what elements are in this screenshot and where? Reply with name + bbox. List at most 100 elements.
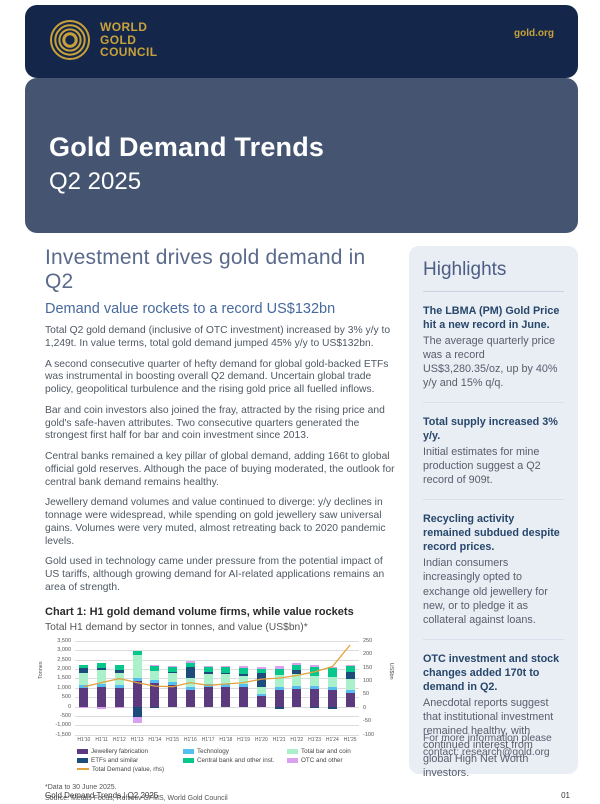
bar-segment [310,686,320,689]
bar-segment [79,665,89,668]
bar-segment [345,666,355,672]
content-area: Investment drives gold demand in Q2 Dema… [38,246,578,804]
bar-segment [97,669,107,684]
page-footer: Gold Demand Trends | Q2 2025 01 [45,791,570,800]
bar-segment [150,670,160,681]
legend-swatch [287,748,298,754]
report-title: Gold Demand Trends [49,132,325,162]
chart-source: Source: Metals Focus, Refinitiv GFMS, Wo… [45,794,228,802]
bar-segment [221,686,231,707]
bar-segment [292,685,302,689]
bar-segment [132,678,142,682]
bar-segment [239,667,249,675]
bar-segment [132,717,142,724]
bar-segment [79,673,89,685]
legend-item: Total Demand (value, rhs) [77,766,183,773]
right-tick-label: 100 [363,678,373,685]
x-tick-label: H1'20 [254,736,268,743]
bar-segment [274,675,284,687]
highlight-item: OTC investment and stock changes added 1… [423,652,564,780]
bar-segment [79,706,89,709]
brand-line: GOLD [100,32,137,47]
bar-segment [114,669,124,673]
bar-segment [256,687,266,694]
bar-segment [132,706,142,718]
divider [423,402,564,404]
bar-segment [185,689,195,707]
bar-segment [79,684,89,688]
bar-segment [327,667,337,669]
bar-segment [132,650,142,655]
bar-segment [114,665,124,670]
gridline [75,650,359,652]
right-tick-label: 50 [363,691,370,698]
divider [423,638,564,640]
legend-swatch [287,757,298,763]
divider [423,291,564,292]
bar-segment [327,706,337,709]
x-tick-label: H1'10 [77,736,91,743]
x-tick-label: H1'17 [201,736,215,743]
bar-segment [292,674,302,686]
bar-segment [203,683,213,687]
left-tick-label: 3,500 [57,637,71,644]
bar-segment [132,681,142,707]
bar-segment [97,683,107,687]
x-tick-label: H1'15 [166,736,180,743]
bar-segment [256,693,266,697]
bar-segment [97,667,107,670]
legend-swatch [183,757,194,763]
legend-label: OTC and other [301,756,343,764]
highlight-heading: Total supply increased 3% y/y. [423,416,558,443]
bar-segment [114,706,124,708]
legend-swatch [77,748,88,754]
gridline [75,715,359,717]
main-column: Investment drives gold demand in Q2 Dema… [38,246,395,804]
x-tick-label: H1'12 [112,736,126,743]
bar-segment [221,673,231,675]
right-tick-label: 250 [363,637,373,644]
left-tick-label: 1,500 [57,675,71,682]
paragraph: Total Q2 gold demand (inclusive of OTC i… [45,325,391,349]
bar-segment [274,665,284,669]
legend-label: Jewellery fabrication [91,747,149,755]
bar-segment [327,668,337,678]
bar-segment [168,665,178,667]
bar-segment [345,679,355,691]
left-tick-label: -500 [59,712,71,719]
legend-item: Jewellery fabrication [77,748,183,755]
bar-segment [327,677,337,687]
right-tick-label: 150 [363,664,373,671]
bar-segment [168,671,178,673]
x-tick-label: H1'19 [237,736,251,743]
bar-segment [150,683,160,707]
legend-swatch [77,757,88,763]
highlight-item: Total supply increased 3% y/y. Initial e… [423,415,564,487]
section-subheading: Demand value rockets to a record US$132b… [45,301,336,317]
bar-segment [114,684,124,688]
right-axis-title: US$bn [388,662,394,680]
section-heading: Investment drives gold demand in Q2 [45,246,366,293]
bar-segment [168,672,178,683]
left-tick-label: 2,500 [57,656,71,663]
bar-segment [97,706,107,710]
bar-segment [239,674,249,677]
right-axis: US$bn 250 200 150 100 50 0 -50 -100 [359,637,394,738]
highlight-heading: OTC investment and stock changes added 1… [423,652,560,693]
bar-segment [203,671,213,675]
bar-segment [239,665,249,668]
bar-segment [292,670,302,675]
right-tick-label: -50 [363,718,371,725]
left-tick-label: -1,500 [55,731,71,738]
highlight-heading: The LBMA (PM) Gold Price hit a new recor… [423,305,560,332]
header-banner: WORLD GOLD COUNCIL gold.org [25,5,578,78]
highlight-heading: Recycling activity remained subdued desp… [423,513,560,554]
x-axis-labels: H1'10 H1'11 H1'12 H1'13 H1'14 H1'15 H1'16 H1'17… [75,735,359,744]
legend-label: ETFs and similar [91,756,139,764]
gold-org-link[interactable]: gold.org [514,28,554,39]
highlight-item: The LBMA (PM) Gold Price hit a new recor… [423,304,564,390]
report-quarter: Q2 2025 [49,168,142,195]
bar-segment [327,689,337,707]
bar-segment [185,678,195,687]
x-tick-label: H1'25 [343,736,357,743]
